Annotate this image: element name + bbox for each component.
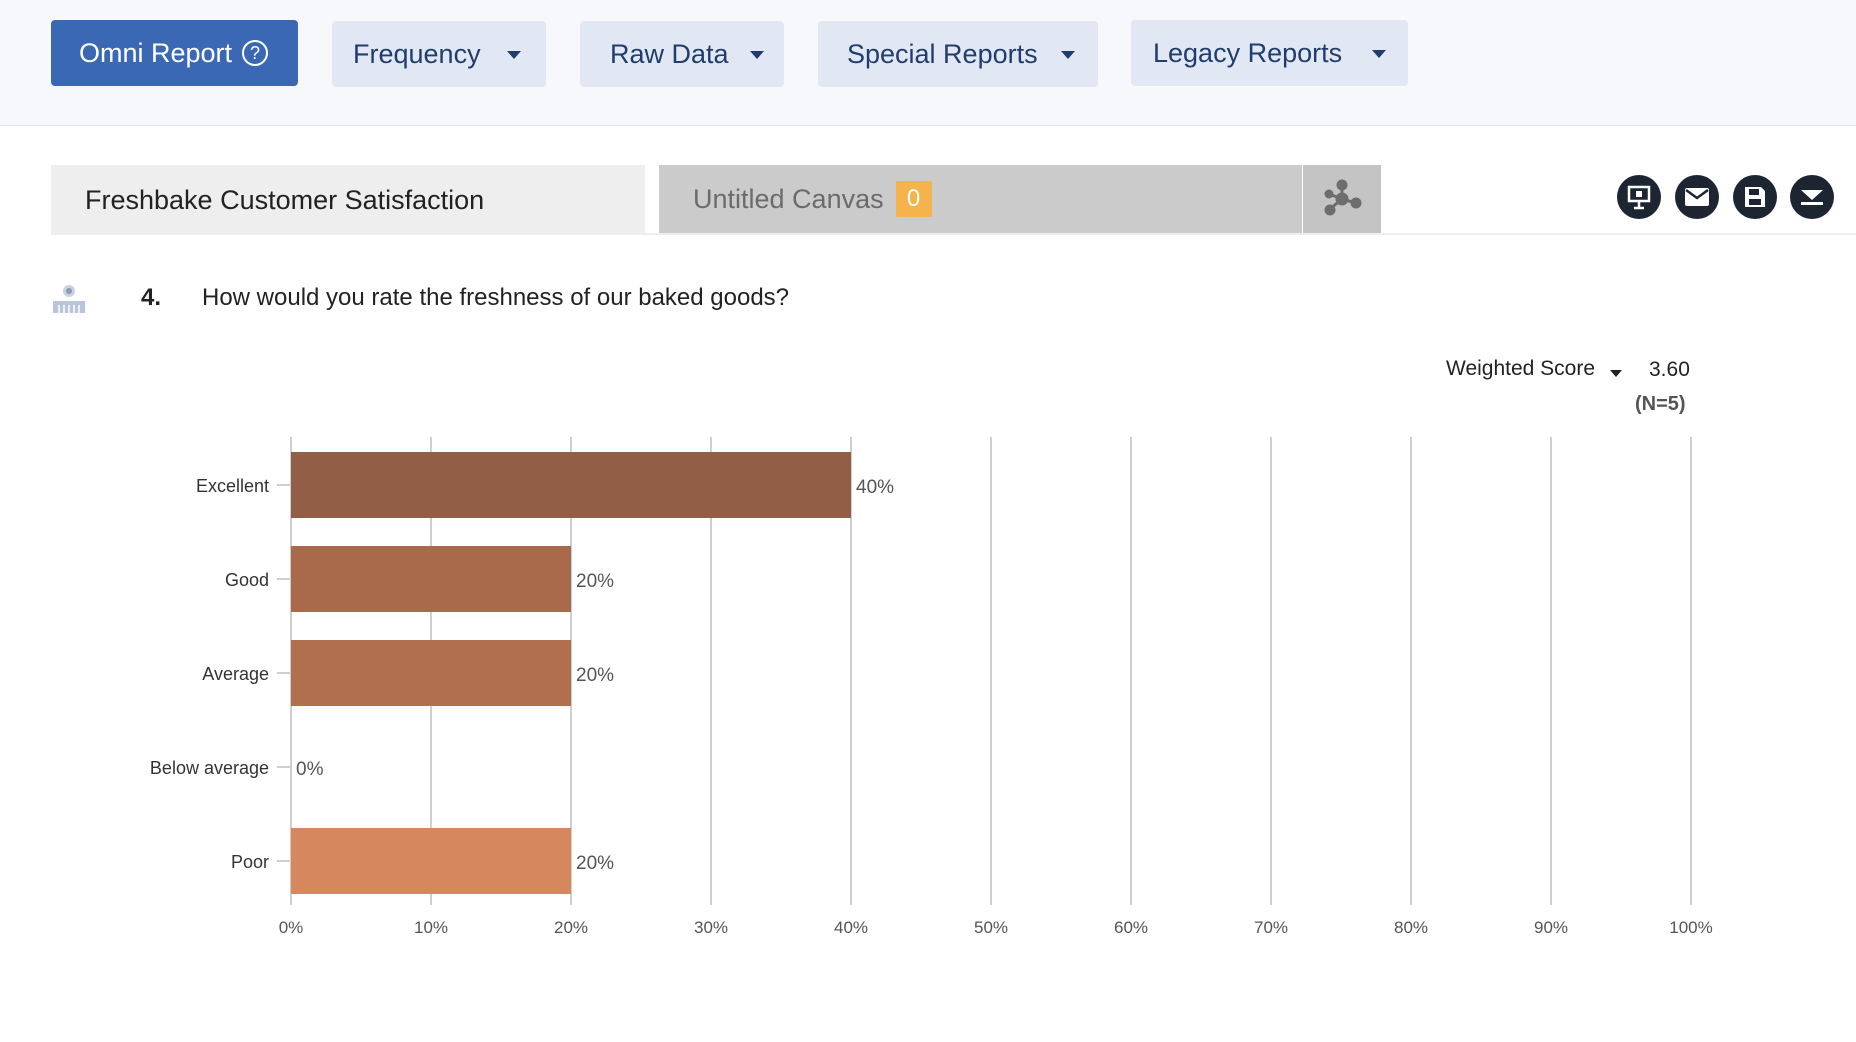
data-label: 20% bbox=[576, 665, 614, 686]
y-tick-label: Poor bbox=[231, 852, 269, 872]
chevron-down-icon bbox=[750, 51, 764, 59]
y-tick-label: Below average bbox=[150, 758, 269, 778]
weighted-score-value: 3.60 bbox=[1649, 358, 1690, 381]
chevron-down-icon bbox=[1372, 50, 1386, 58]
x-tick-label: 70% bbox=[1254, 918, 1288, 937]
bar bbox=[291, 640, 571, 706]
x-tick-label: 30% bbox=[694, 918, 728, 937]
question-type-icon bbox=[53, 285, 85, 313]
data-label: 20% bbox=[576, 853, 614, 874]
chevron-down-icon bbox=[1061, 51, 1075, 59]
data-label: 40% bbox=[856, 477, 894, 498]
help-icon[interactable]: ? bbox=[242, 40, 269, 66]
bar-chart: Excellent 40% Good 20% Average 20% Below avera… bbox=[150, 437, 1713, 937]
x-tick-label: 10% bbox=[414, 918, 448, 937]
present-icon bbox=[1627, 185, 1651, 210]
network-icon bbox=[1324, 179, 1362, 216]
save-button[interactable] bbox=[1733, 175, 1777, 219]
tab-underline bbox=[51, 233, 1856, 235]
special-reports-label: Special Reports bbox=[847, 38, 1038, 69]
save-icon bbox=[1745, 187, 1765, 207]
x-tick-label: 60% bbox=[1114, 918, 1148, 937]
tab-canvas-label: Untitled Canvas bbox=[693, 183, 884, 214]
download-button[interactable] bbox=[1790, 175, 1834, 219]
x-tick-label: 40% bbox=[834, 918, 868, 937]
question-text: How would you rate the freshness of our … bbox=[202, 284, 790, 311]
omni-report-label: Omni Report bbox=[79, 37, 233, 68]
top-toolbar: Omni Report ? Frequency Raw Data Special… bbox=[0, 0, 1856, 126]
x-tick-label: 80% bbox=[1394, 918, 1428, 937]
network-button[interactable] bbox=[1303, 165, 1381, 233]
y-tick-label: Good bbox=[225, 570, 269, 590]
raw-data-dropdown[interactable]: Raw Data bbox=[580, 21, 784, 87]
data-label: 0% bbox=[296, 759, 324, 780]
tab-canvas[interactable]: Untitled Canvas 0 bbox=[659, 165, 1302, 233]
bar bbox=[291, 828, 571, 894]
special-reports-dropdown[interactable]: Special Reports bbox=[818, 21, 1098, 87]
bar bbox=[291, 452, 851, 518]
present-button[interactable] bbox=[1617, 175, 1661, 219]
y-tick-label: Excellent bbox=[196, 476, 269, 496]
frequency-dropdown[interactable]: Frequency bbox=[332, 21, 546, 87]
tab-survey-label: Freshbake Customer Satisfaction bbox=[85, 184, 485, 215]
canvas-count-badge: 0 bbox=[895, 181, 932, 217]
download-icon bbox=[1801, 190, 1823, 205]
raw-data-label: Raw Data bbox=[610, 38, 729, 69]
legacy-reports-label: Legacy Reports bbox=[1153, 37, 1343, 68]
email-button[interactable] bbox=[1675, 175, 1719, 219]
omni-report-button[interactable]: Omni Report ? bbox=[51, 20, 298, 86]
x-tick-label: 50% bbox=[974, 918, 1008, 937]
chevron-down-icon[interactable] bbox=[1610, 370, 1622, 377]
x-tick-label: 20% bbox=[554, 918, 588, 937]
x-tick-label: 0% bbox=[279, 918, 304, 937]
x-tick-label: 100% bbox=[1669, 918, 1712, 937]
mail-icon bbox=[1685, 188, 1709, 206]
question-number: 4. bbox=[141, 284, 162, 311]
y-tick-label: Average bbox=[202, 664, 269, 684]
tab-survey[interactable]: Freshbake Customer Satisfaction bbox=[51, 165, 645, 235]
sample-size: (N=5) bbox=[1635, 393, 1686, 415]
frequency-label: Frequency bbox=[353, 38, 481, 69]
chevron-down-icon bbox=[507, 51, 521, 59]
data-label: 20% bbox=[576, 571, 614, 592]
weighted-score-dropdown[interactable]: Weighted Score bbox=[1446, 357, 1596, 380]
legacy-reports-dropdown[interactable]: Legacy Reports bbox=[1131, 20, 1408, 86]
bar bbox=[291, 546, 571, 612]
x-tick-label: 90% bbox=[1534, 918, 1568, 937]
